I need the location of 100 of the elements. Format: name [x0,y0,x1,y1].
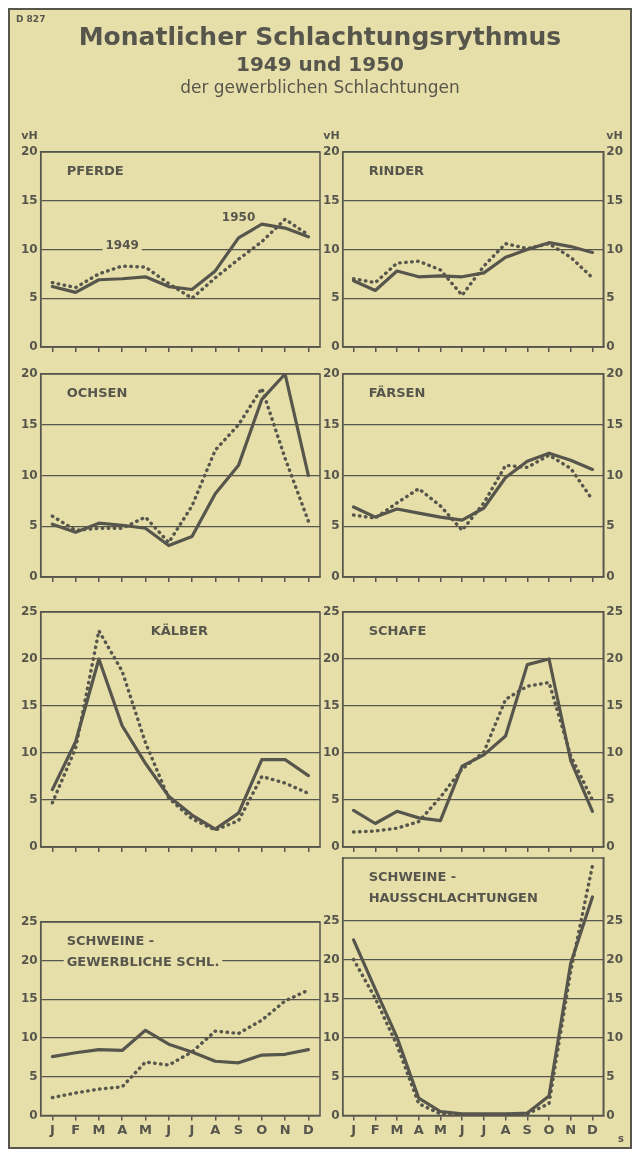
y2-tick-label: 15 [606,416,623,431]
y-tick-label: 0 [331,569,340,584]
x-tick-label: M [390,1121,404,1137]
text: Monatlicher Schlachtungsrythmus [78,22,562,51]
x-tick-label: A [117,1121,128,1137]
y-tick-label: 0 [331,839,340,854]
y-tick-label: 10 [323,745,340,760]
y-tick-label: 0 [331,1107,340,1122]
y2-tick-label: 25 [606,604,623,619]
text: SCHAFE [368,623,427,639]
x-tick-label: J [48,1121,55,1137]
y-tick-label: 25 [323,604,340,619]
text: der gewerblichen Schlachtungen [179,76,461,98]
y-tick-label: 5 [331,1068,340,1083]
y-tick-label: 15 [323,698,340,713]
y2-tick-label: 5 [606,1068,615,1083]
y-tick-label: 25 [323,912,340,927]
y-tick-label: 15 [323,990,340,1005]
y-tick-label: 0 [331,339,340,354]
text: RINDER [368,163,425,179]
y-tick-label: 0 [29,1107,38,1122]
y2-tick-label: 20 [606,651,623,666]
y2-tick-label: 10 [606,745,623,760]
y-tick-label: 5 [331,792,340,807]
x-tick-label: S [233,1121,244,1137]
y2-tick-label: 20 [606,366,623,381]
x-tick-label: N [565,1121,577,1137]
y-axis-title: vH [21,129,38,143]
y2-tick-label: 15 [606,698,623,713]
x-tick-label: M [138,1121,152,1137]
x-tick-label: O [543,1121,555,1137]
y2-tick-label: 10 [606,1029,623,1044]
x-tick-label: J [165,1121,172,1137]
y2-tick-label: 0 [606,839,615,854]
x-tick-label: F [370,1121,380,1137]
x-tick-label: A [413,1121,424,1137]
x-tick-label: D [587,1121,599,1137]
y-tick-label: 25 [21,914,38,929]
y2-tick-label: 0 [606,569,615,584]
y-tick-label: 10 [21,467,38,482]
y-tick-label: 0 [29,339,38,354]
x-tick-label: J [188,1121,195,1137]
y2-tick-label: 20 [606,144,623,159]
series-label: 1950 [221,209,256,224]
y2-tick-label: 0 [606,1107,615,1122]
y2-tick-label: 10 [606,467,623,482]
text: PFERDE [66,163,124,179]
y-tick-label: 0 [29,569,38,584]
y-tick-label: 20 [21,651,38,666]
y-tick-label: 20 [21,144,38,159]
text: FÄRSEN [368,385,426,401]
y-tick-label: 10 [323,241,340,256]
y2-tick-label: 5 [606,792,615,807]
y-tick-label: 15 [21,698,38,713]
y-tick-label: 5 [331,290,340,305]
x-tick-label: J [350,1121,356,1137]
x-tick-label: J [480,1121,487,1137]
x-tick-label: S [522,1121,532,1137]
y2-tick-label: 0 [606,339,615,354]
y-tick-label: 10 [21,1030,38,1045]
y2-axis-title: vH [606,129,623,143]
y-tick-label: 0 [29,839,38,854]
x-tick-label: O [256,1121,268,1137]
x-tick-label: A [210,1121,221,1137]
y-tick-label: 20 [323,144,340,159]
y-tick-label: 10 [21,241,38,256]
text: OCHSEN [66,385,128,401]
text: SCHWEINE - HAUSSCHLACHTUNGEN [368,869,538,906]
text: s [618,1132,625,1144]
text: 1949 und 1950 [234,52,405,76]
y-tick-label: 20 [21,952,38,967]
x-tick-label: F [71,1121,81,1137]
y-tick-label: 15 [21,192,38,207]
y-tick-label: 15 [21,991,38,1006]
y-tick-label: 10 [323,467,340,482]
y2-tick-label: 25 [606,912,623,927]
y-tick-label: 15 [323,416,340,431]
y2-tick-label: 10 [606,241,623,256]
x-tick-label: J [458,1121,465,1137]
y-tick-label: 5 [29,290,38,305]
x-tick-label: M [92,1121,106,1137]
y-tick-label: 20 [323,951,340,966]
y2-tick-label: 20 [606,951,623,966]
y-tick-label: 5 [331,518,340,533]
y2-tick-label: 5 [606,290,615,305]
y-tick-label: 20 [323,366,340,381]
y-tick-label: 10 [323,1029,340,1044]
y-tick-label: 20 [21,366,38,381]
text: SCHWEINE - GEWERBLICHE SCHL. [66,933,220,970]
x-tick-label: M [433,1121,447,1137]
y-tick-label: 5 [29,518,38,533]
y-tick-label: 5 [29,792,38,807]
y-tick-label: 5 [29,1068,38,1083]
series-label: 1949 [105,238,139,253]
y-tick-label: 15 [323,192,340,207]
y2-tick-label: 5 [606,518,615,533]
y2-tick-label: 15 [606,192,623,207]
y2-tick-label: 15 [606,990,623,1005]
y-tick-label: 15 [21,416,38,431]
text: D 827 [16,14,46,24]
